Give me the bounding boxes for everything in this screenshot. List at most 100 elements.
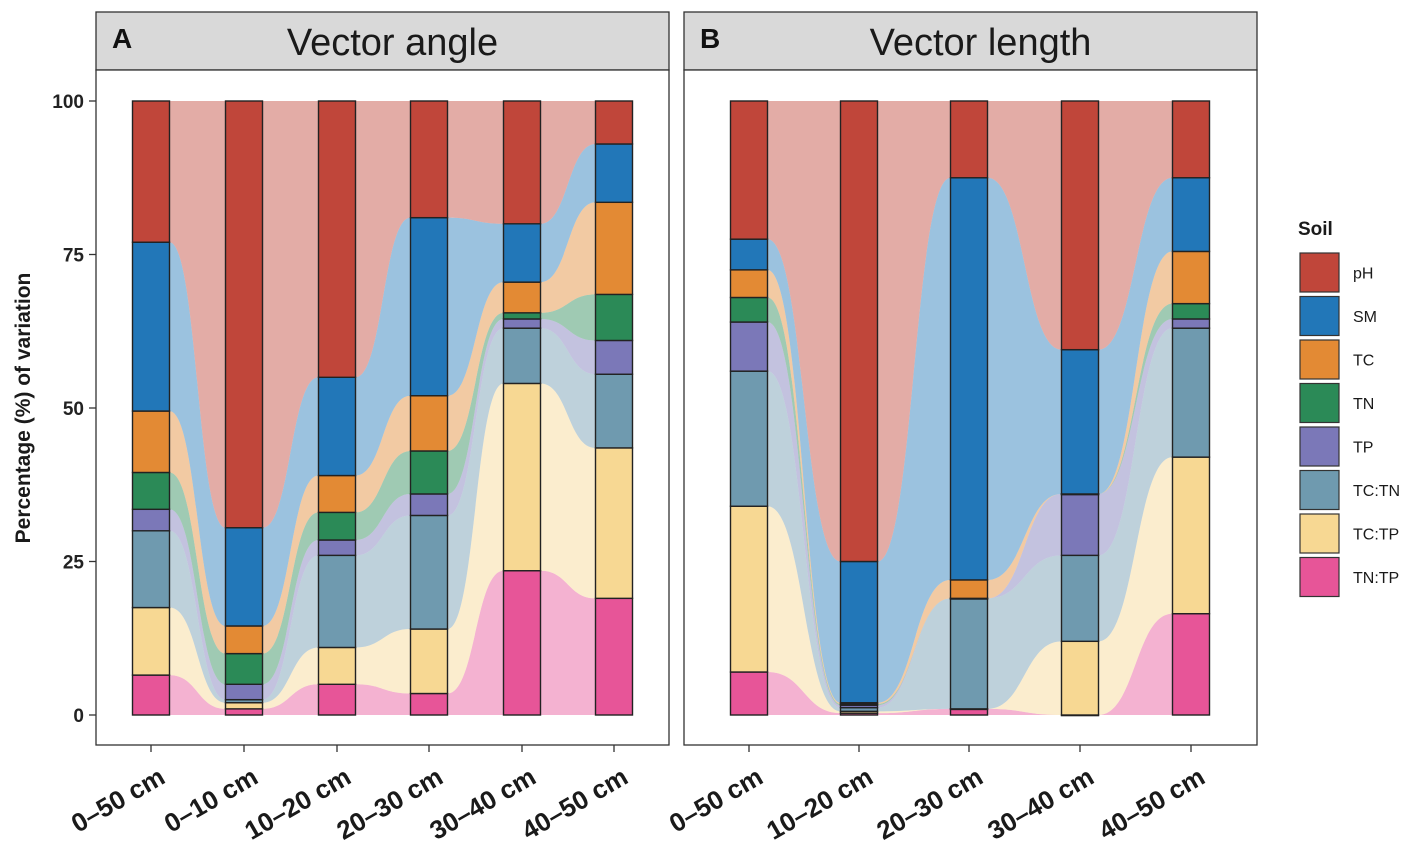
- bar-segment-tc: [729, 269, 769, 299]
- flows: [767, 101, 1173, 715]
- bar-segment-tn: [594, 293, 634, 342]
- bar-segment-tn: [729, 296, 769, 323]
- bar-segment-ph: [131, 100, 171, 243]
- flow-tc-tp: [877, 708, 951, 714]
- x-tick-label: 30–40 cm: [982, 761, 1098, 846]
- bar-segment-tc-tn: [1171, 327, 1211, 458]
- bar-segment-sm: [949, 177, 989, 581]
- bar-segment-sm: [729, 238, 769, 271]
- bar-segment-tc: [224, 625, 264, 655]
- flow-tc-tp: [540, 383, 596, 599]
- flow-tn-tp: [540, 570, 596, 715]
- bar-segment-tc-tn: [1060, 554, 1100, 643]
- bar-segment-ph: [317, 100, 357, 378]
- bar-segment-tp: [409, 493, 449, 517]
- x-tick-label: 0–50 cm: [664, 761, 768, 838]
- bar-segment-ph: [409, 100, 449, 219]
- bar-segment-tc-tp: [131, 606, 171, 676]
- bar-segment-tn-tp: [729, 671, 769, 716]
- bar-segment-tc-tn: [594, 373, 634, 449]
- flow-tp: [262, 540, 319, 700]
- bar-segment-tn: [224, 652, 264, 685]
- bar-segment-tc-tn: [949, 597, 989, 710]
- flow-tn-tp: [355, 684, 411, 715]
- x-tick-label: 10–20 cm: [761, 761, 877, 846]
- bar-segment-tn-tp: [502, 570, 542, 716]
- bar-segment-tc-tp: [1060, 640, 1100, 716]
- bar-segment-sm: [594, 143, 634, 204]
- legend-key-tn-tp: [1299, 556, 1340, 598]
- flow-tp: [355, 493, 411, 556]
- flow-tp: [767, 322, 841, 708]
- bar-segment-tc-tp: [1171, 456, 1211, 615]
- bar-segment-sm: [409, 216, 449, 397]
- legend-key-sm: [1299, 295, 1340, 337]
- flow-tc-tp: [1098, 457, 1173, 715]
- bar-segment-ph: [949, 100, 989, 179]
- bar-segment-tn: [131, 471, 171, 511]
- y-tick-label: 75: [63, 246, 85, 267]
- legend-label-tc-tn: TC:TN: [1353, 483, 1400, 500]
- legend-key-tc-tp: [1299, 513, 1340, 554]
- flow-tp: [447, 318, 504, 516]
- flow-sm: [540, 143, 596, 283]
- bar-segment-tn-tp: [224, 708, 264, 716]
- legend-label-tp: TP: [1353, 440, 1373, 457]
- flow-tc-tn: [169, 530, 226, 703]
- bar-segment-tc-tp: [409, 628, 449, 695]
- flow-tc-tn: [1098, 328, 1173, 642]
- flow-tc: [1098, 251, 1173, 494]
- flow-tn: [447, 312, 504, 494]
- flow-sm: [262, 377, 319, 626]
- flow-tc: [355, 395, 411, 513]
- bars: [131, 100, 634, 716]
- flow-tn-tp: [877, 708, 951, 715]
- flow-tc: [877, 579, 951, 704]
- bar-segment-tc-tn: [729, 370, 769, 507]
- flow-tn: [262, 512, 319, 685]
- flow-ph: [877, 101, 951, 562]
- legend: Soil pH SM TC TN TP TC:TN TC:TP TN:TP: [1298, 219, 1400, 598]
- bar-segment-tp: [594, 339, 634, 375]
- flow-tc: [767, 269, 841, 704]
- flow-ph: [540, 101, 596, 224]
- bar-segment-tc: [409, 395, 449, 452]
- flow-tn-tp: [447, 570, 504, 715]
- legend-key-tp: [1299, 426, 1340, 467]
- bar-segment-tn-tp: [317, 683, 357, 716]
- bar-segment-tc-tp: [502, 382, 542, 572]
- bar-segment-ph: [839, 100, 879, 563]
- bar-segment-tc-tp: [224, 702, 264, 710]
- flow-tc-tn: [355, 515, 411, 648]
- bar-segment-tc: [502, 281, 542, 314]
- legend-label-tn-tp: TN:TP: [1353, 570, 1399, 587]
- flow-ph: [767, 101, 841, 562]
- bar-segment-sm: [131, 241, 171, 412]
- flow-tp: [540, 318, 596, 375]
- flow-sm: [169, 242, 226, 626]
- bars: [729, 100, 1211, 717]
- panel-letter: B: [700, 23, 720, 54]
- x-tick-label: 20–30 cm: [871, 761, 987, 846]
- flow-ph: [169, 101, 226, 528]
- flow-tn-tp: [169, 675, 226, 715]
- legend-label-tc-tp: TC:TP: [1353, 527, 1399, 544]
- bar-segment-tn: [502, 312, 542, 320]
- flow-tn-tp: [767, 672, 841, 715]
- bar-segment-ph: [1171, 100, 1211, 179]
- bar-segment-ph: [502, 100, 542, 225]
- panel-title: Vector length: [870, 22, 1092, 64]
- bar-segment-tp: [1060, 493, 1100, 557]
- panel-letter: A: [112, 23, 132, 54]
- flow-ph: [1098, 101, 1173, 350]
- bar-segment-tn: [1171, 302, 1211, 320]
- bar-segment-tc: [131, 410, 171, 474]
- legend-label-sm: SM: [1353, 309, 1377, 326]
- flow-tc-tp: [767, 506, 841, 714]
- flow-sm: [987, 177, 1062, 580]
- flow-tc-tp: [169, 607, 226, 709]
